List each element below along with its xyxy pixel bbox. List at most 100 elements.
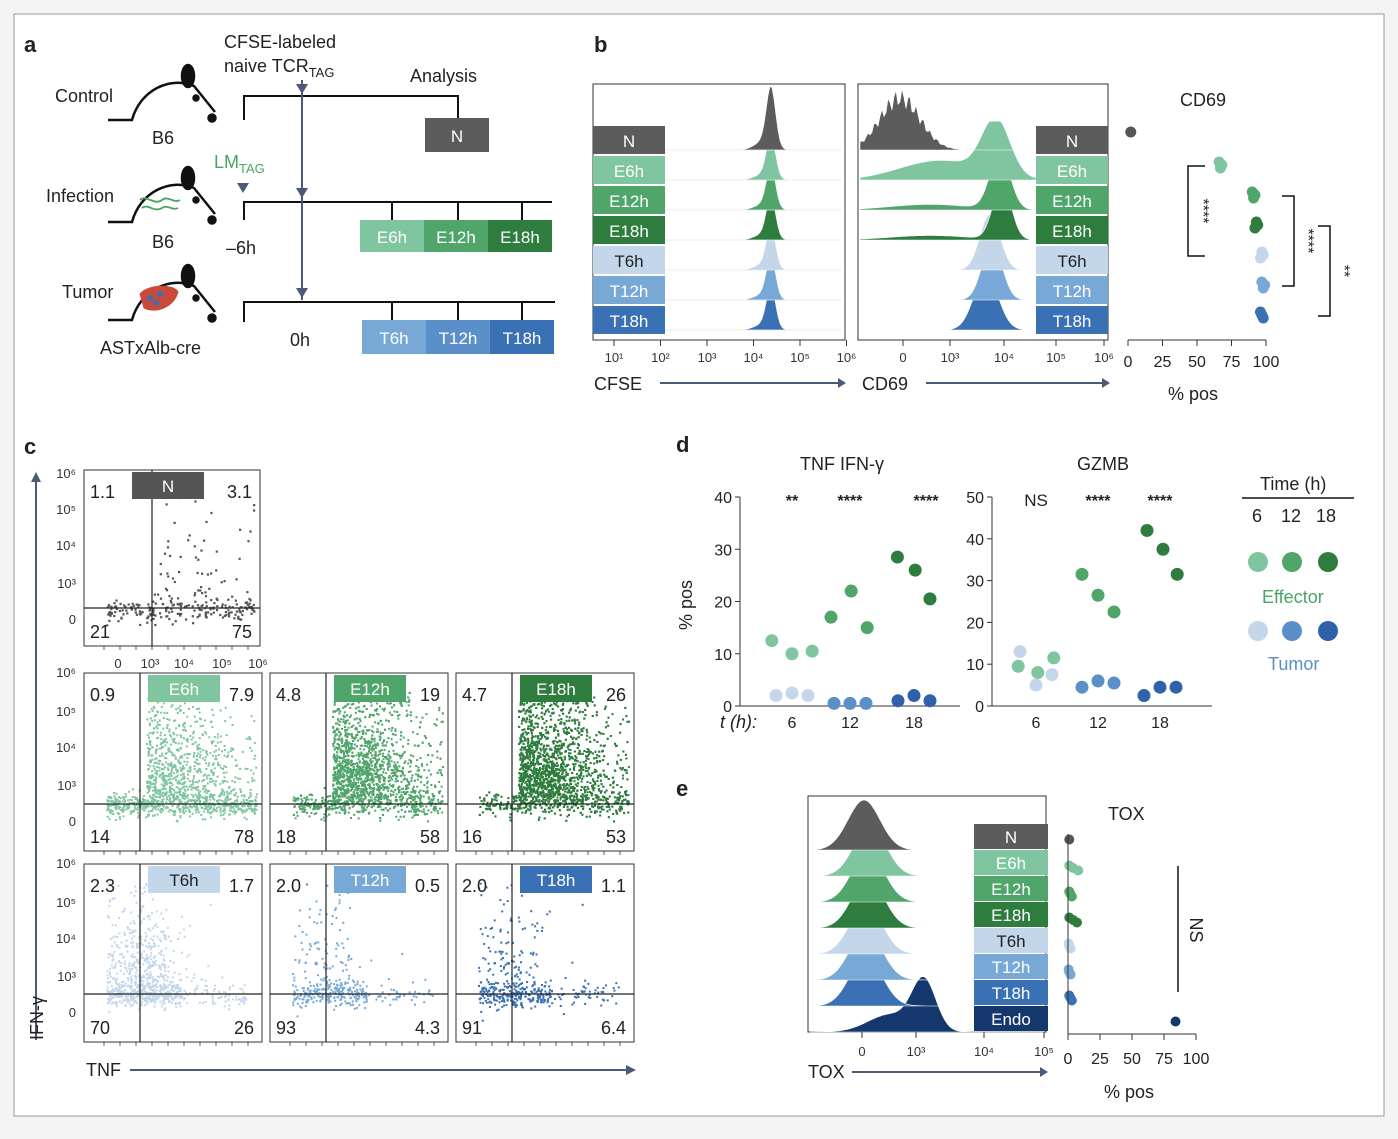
panel-a-box-t6h: T6h [362, 320, 426, 354]
cd69-label-n: N [1066, 132, 1078, 151]
legend-effector-12 [1282, 552, 1302, 572]
cfse-label-line1: CFSE-labeled [224, 32, 336, 52]
d-point-tumor [892, 694, 905, 707]
cfse-tick: 10⁴ [743, 350, 763, 365]
tox-label-n: N [1005, 828, 1017, 847]
panel-e-letter: e [676, 776, 688, 801]
quadrant-ll: 14 [90, 827, 110, 847]
d-y-tick: 40 [966, 532, 984, 549]
d-point-tumor [860, 697, 873, 710]
d-point-tumor [786, 686, 799, 699]
legend-tumor-label: Tumor [1268, 654, 1319, 674]
tox-tick: 10³ [907, 1044, 926, 1059]
tox-dot-xlabel: % pos [1104, 1082, 1154, 1102]
cfse-label-t6h: T6h [614, 252, 643, 271]
x-tick: 10⁶ [248, 656, 268, 671]
d-point-effector [1141, 524, 1154, 537]
analysis-label: Analysis [410, 66, 477, 86]
d-point-tumor [1014, 645, 1027, 658]
cd69-dot-tick: 0 [1124, 354, 1133, 371]
x-tick: 10⁵ [212, 656, 232, 671]
cd69-axis-label: CD69 [862, 374, 908, 394]
legend-time-18: 18 [1316, 506, 1336, 526]
d-x-tick: 18 [1151, 715, 1169, 732]
tox-dot-tick: 25 [1091, 1051, 1109, 1068]
quadrant-ur: 1.1 [601, 876, 626, 896]
panel-a-box-e18h: E18h [488, 220, 552, 252]
row-tumor-label: Tumor [62, 282, 113, 302]
tox-dot-e6h [1073, 866, 1083, 876]
legend-effector-6 [1248, 552, 1268, 572]
cfse-tick: 10⁶ [837, 350, 857, 365]
cd69-dot-xlabel: % pos [1168, 384, 1218, 404]
quadrant-ur: 1.7 [229, 876, 254, 896]
quadrant-ul: 2.3 [90, 876, 115, 896]
cd69-label-t6h: T6h [1057, 252, 1086, 271]
row-control-label: Control [55, 86, 113, 106]
svg-text:E18h: E18h [500, 228, 540, 247]
tox-ns-label: NS [1186, 917, 1206, 942]
d-significance: **** [838, 493, 864, 510]
d-point-effector [1012, 660, 1025, 673]
tox-axis-label: TOX [808, 1062, 845, 1082]
cfse-tick: 10⁵ [790, 350, 810, 365]
d-point-tumor [828, 697, 841, 710]
d-x-tick: 6 [1032, 715, 1041, 732]
cd69-label-t12h: T12h [1053, 282, 1092, 301]
d-chart2-title: GZMB [1077, 454, 1129, 474]
d-point-tumor [1046, 668, 1059, 681]
tox-dot-tick: 0 [1064, 1051, 1073, 1068]
cd69-dot-e18h [1249, 223, 1260, 234]
flow-plot-label: N [162, 477, 174, 496]
cd69-label-e12h: E12h [1052, 192, 1092, 211]
cfse-tick: 10³ [698, 350, 717, 365]
d-y-tick: 30 [714, 542, 732, 559]
tox-tick: 0 [858, 1044, 865, 1059]
row-infection-label: Infection [46, 186, 114, 206]
cd69-dot-title: CD69 [1180, 90, 1226, 110]
ifng-axis-label: IFN-γ [27, 996, 47, 1040]
x-tick: 10³ [141, 656, 160, 671]
legend-tumor-6 [1248, 621, 1268, 641]
svg-text:T6h: T6h [379, 329, 408, 348]
cd69-tick: 10³ [941, 350, 960, 365]
y-tick: 10⁵ [56, 895, 76, 910]
panel-b-letter: b [594, 32, 607, 57]
d-chart1-title: TNF IFN-γ [800, 454, 884, 474]
row-tumor-strain: ASTxAlb-cre [100, 338, 201, 358]
quadrant-ul: 0.9 [90, 685, 115, 705]
cd69-dot-tick: 25 [1154, 354, 1172, 371]
quadrant-ul: 4.8 [276, 685, 301, 705]
cfse-tick: 10² [651, 350, 670, 365]
d-point-effector [891, 551, 904, 564]
d-point-tumor [1030, 679, 1043, 692]
tox-label-e6h: E6h [996, 854, 1026, 873]
y-tick: 10⁶ [56, 856, 76, 871]
cfse-label-e12h: E12h [609, 192, 649, 211]
d-significance: **** [1148, 493, 1174, 510]
tox-tick: 10⁴ [974, 1044, 994, 1059]
flow-plot-label: T6h [169, 871, 198, 890]
sig-3: ** [1335, 265, 1352, 277]
quadrant-ll: 18 [276, 827, 296, 847]
y-tick: 10⁶ [56, 466, 76, 481]
quadrant-ul: 2.0 [462, 876, 487, 896]
d-point-tumor [1170, 681, 1183, 694]
cd69-label-e18h: E18h [1052, 222, 1092, 241]
cd69-tick: 10⁶ [1094, 350, 1114, 365]
cd69-dot-tick: 100 [1253, 354, 1280, 371]
cd69-label-e6h: E6h [1057, 162, 1087, 181]
d-y-tick: 0 [975, 699, 984, 716]
d-significance: NS [1024, 491, 1048, 510]
minus-6h-label: –6h [226, 238, 256, 258]
y-tick: 10⁴ [56, 931, 76, 946]
quadrant-ur: 7.9 [229, 685, 254, 705]
d-point-tumor [1138, 689, 1151, 702]
x-tick: 0 [114, 656, 121, 671]
panel-c-letter: c [24, 434, 36, 459]
panel-d-ylabel: % pos [676, 580, 696, 630]
